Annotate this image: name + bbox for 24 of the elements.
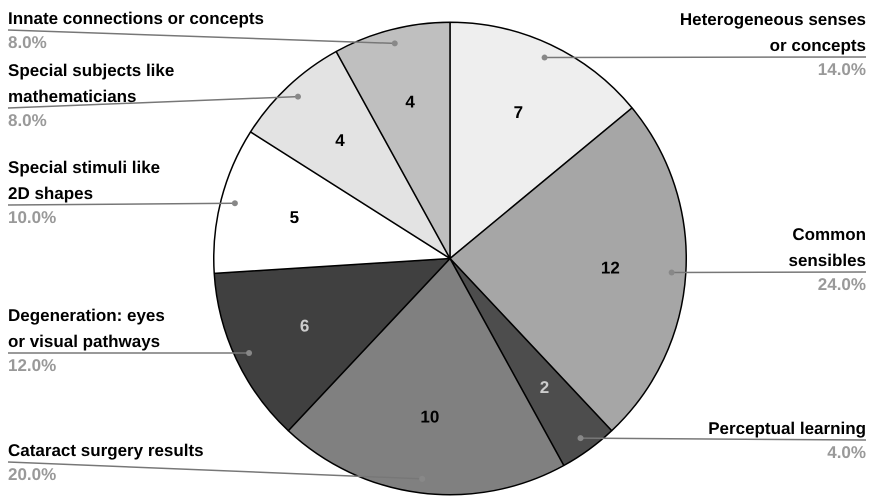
data-label: 20.0% bbox=[8, 465, 56, 484]
slice-label: Innate connections or concepts bbox=[8, 9, 264, 28]
text: 4 bbox=[405, 92, 416, 112]
slice-label: Cataract surgery results bbox=[8, 441, 204, 460]
slice-label: Perceptual learning bbox=[708, 419, 866, 438]
data-label: 12.0% bbox=[8, 356, 56, 376]
data-label: 10.0% bbox=[8, 208, 56, 228]
slice-label: Special subjects like mathematicians bbox=[8, 61, 174, 106]
text: 4 bbox=[335, 131, 346, 150]
text: 5 bbox=[290, 208, 300, 228]
data-label: 8.0% bbox=[8, 111, 47, 130]
data-label: 4.0% bbox=[827, 443, 866, 462]
text: 12 bbox=[600, 258, 620, 278]
slice-label: Special stimuli like 2D shapes bbox=[8, 158, 160, 203]
text: 7 bbox=[514, 102, 524, 122]
slice-label: Common sensibles bbox=[788, 225, 866, 270]
data-label: 24.0% bbox=[818, 275, 866, 294]
slice-label: Degeneration: eyes or visual pathways bbox=[8, 306, 165, 351]
data-label: 8.0% bbox=[8, 33, 47, 52]
data-label: 14.0% bbox=[818, 60, 866, 80]
text: 6 bbox=[300, 316, 310, 336]
text: 10 bbox=[420, 408, 440, 427]
slice-label: Heterogeneous senses or concepts bbox=[680, 10, 866, 55]
text: 2 bbox=[540, 378, 550, 398]
